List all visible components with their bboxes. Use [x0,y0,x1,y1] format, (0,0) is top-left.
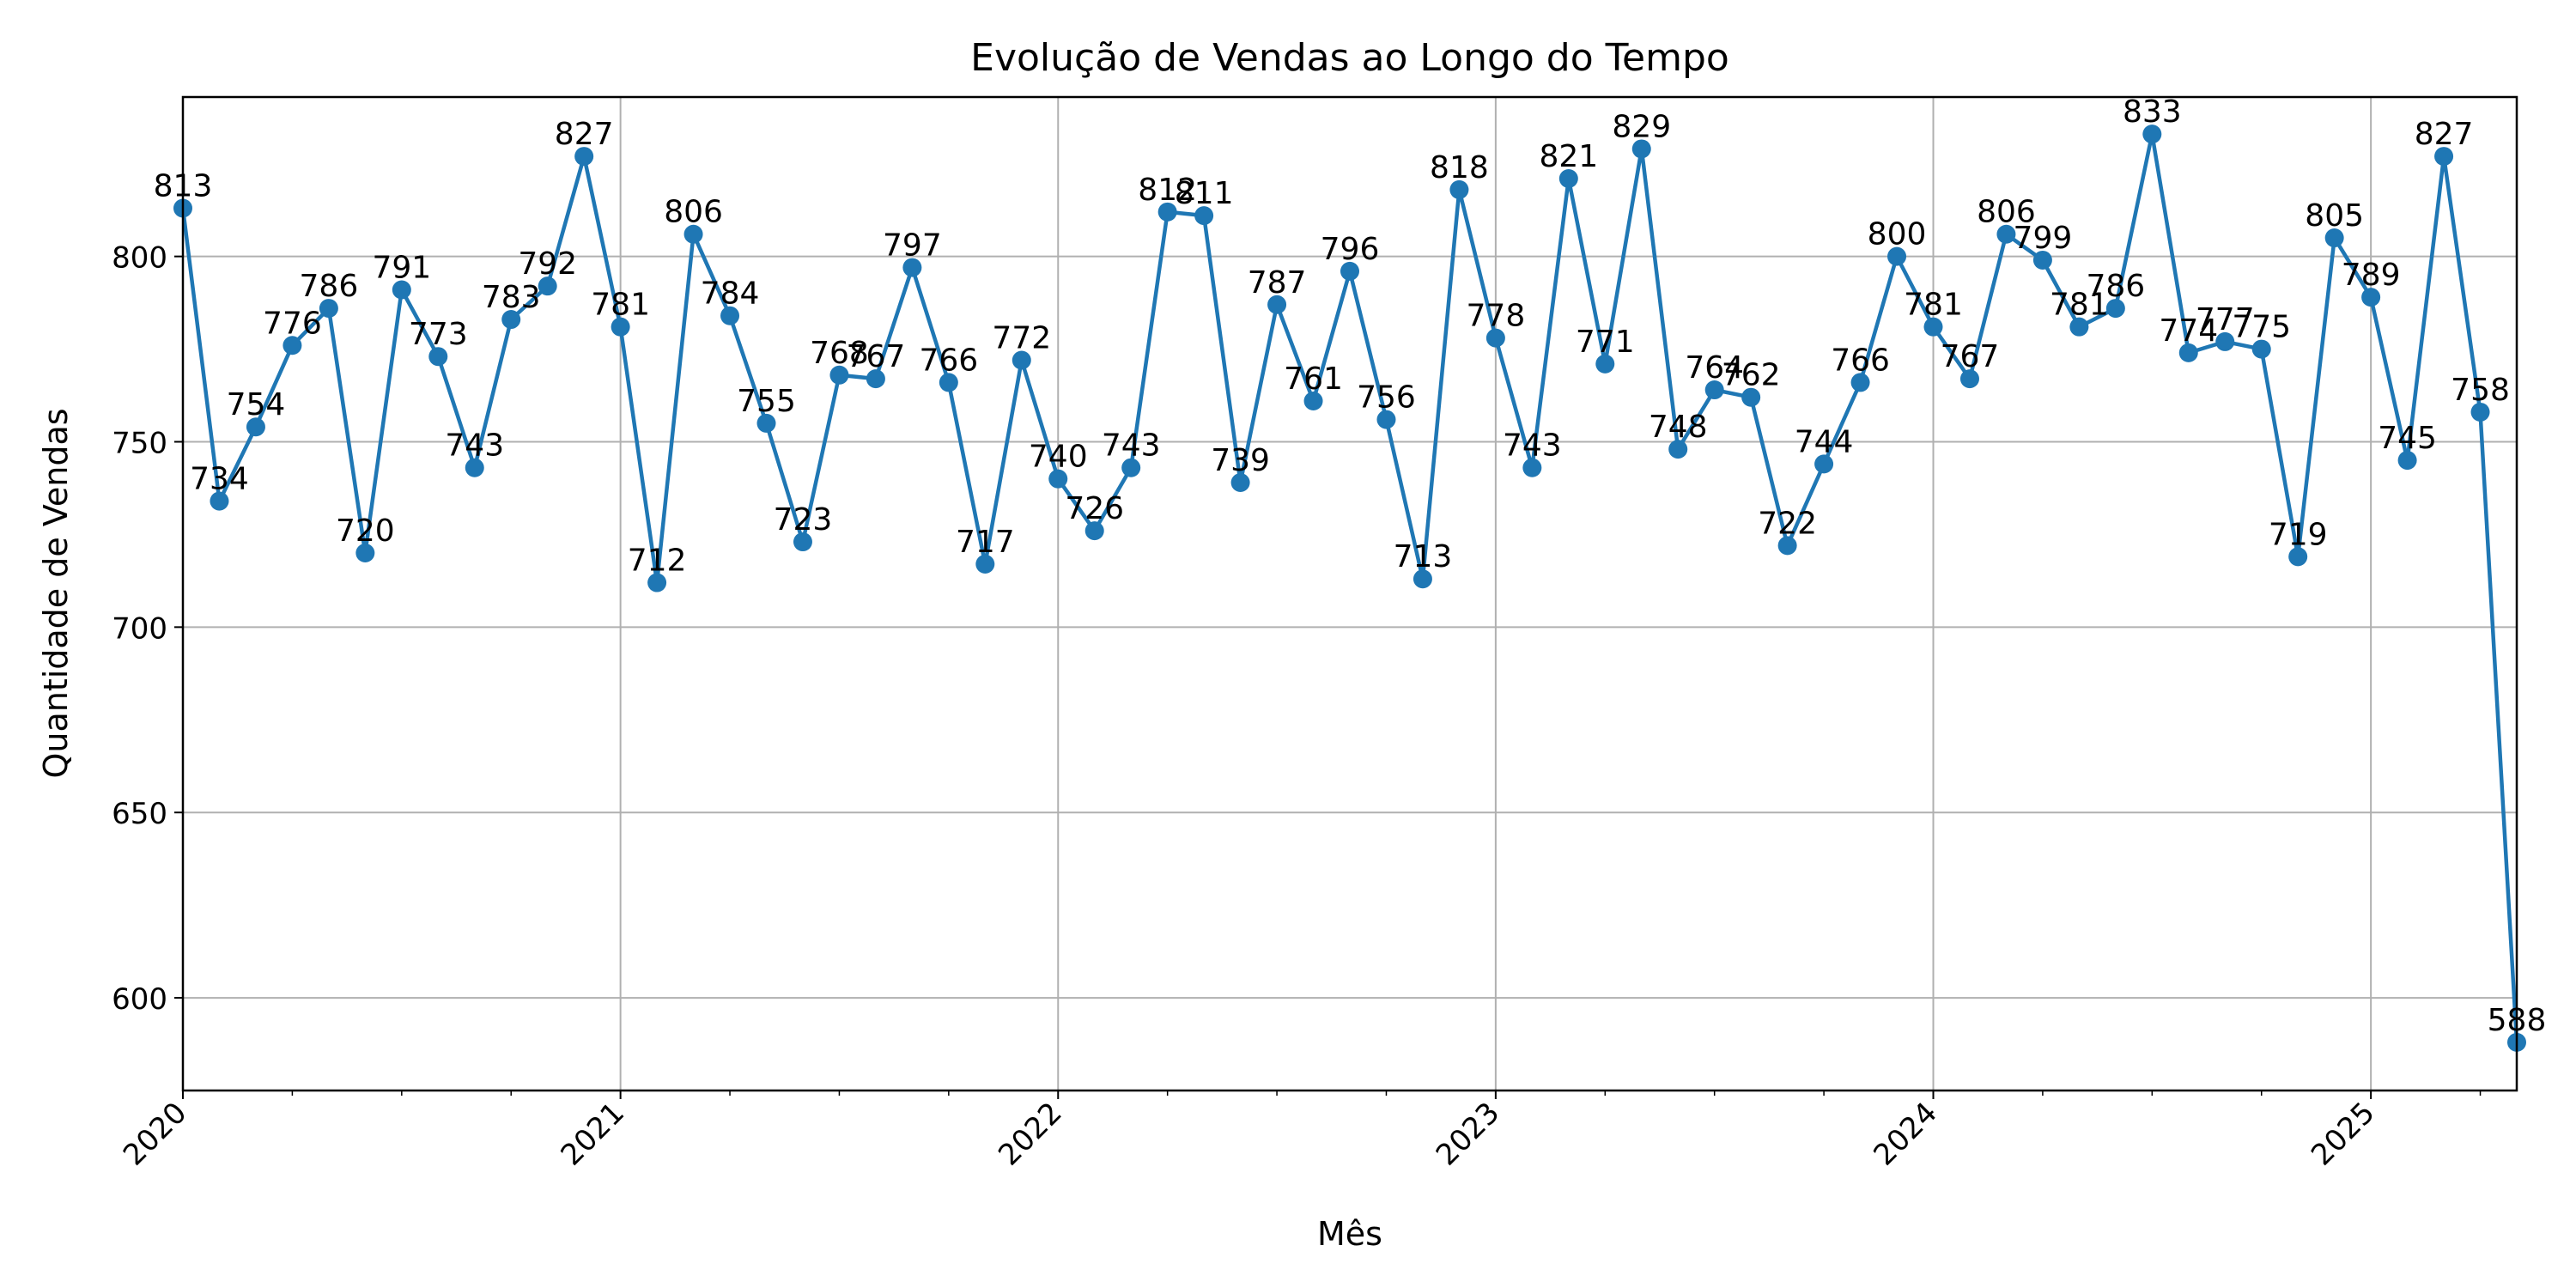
data-label: 786 [300,269,359,304]
data-label: 773 [409,317,468,352]
data-label: 771 [1576,325,1635,360]
data-label: 744 [1795,424,1854,459]
data-label: 827 [555,117,614,152]
data-label: 726 [1065,491,1124,526]
data-label: 778 [1467,299,1526,334]
data-label: 800 [1868,217,1927,252]
y-axis-label: Quantidade de Vendas [37,408,75,778]
data-label: 740 [1029,440,1088,475]
data-label: 827 [2415,117,2474,152]
data-label: 756 [1357,380,1416,416]
data-label: 772 [992,321,1051,356]
data-label: 766 [919,343,978,378]
data-label: 766 [1831,343,1890,378]
data-label: 789 [2342,258,2401,293]
data-label: 748 [1649,410,1708,445]
data-label: 783 [482,280,541,315]
data-label: 792 [518,246,577,282]
data-label: 755 [737,384,796,419]
data-label: 722 [1758,506,1817,541]
data-label: 743 [1503,428,1562,464]
data-label: 767 [1941,339,2000,374]
data-label: 762 [1722,358,1781,393]
data-label: 775 [2232,310,2291,345]
data-label: 799 [2014,221,2073,256]
data-label: 781 [591,288,650,323]
y-tick-label: 800 [112,241,167,276]
y-tick-label: 650 [112,797,167,831]
data-label: 713 [1394,539,1453,574]
x-axis-label: Mês [1317,1215,1382,1253]
data-label: 754 [227,387,286,422]
data-label: 796 [1321,232,1380,267]
data-label: 829 [1612,109,1671,144]
data-label: 786 [2086,269,2145,304]
data-label: 781 [1904,288,1963,323]
y-tick-label: 600 [112,982,167,1017]
data-label: 723 [774,502,833,538]
data-label: 717 [956,525,1015,560]
data-label: 761 [1284,361,1343,397]
data-label: 758 [2451,373,2510,408]
data-label: 784 [701,276,760,312]
data-label: 806 [664,195,723,230]
data-label: 833 [2123,94,2182,130]
data-label: 776 [263,306,322,341]
data-label: 805 [2305,198,2364,234]
data-label: 767 [847,339,906,374]
data-label: 791 [372,250,431,285]
data-label: 797 [883,228,942,264]
data-label: 743 [445,428,504,464]
data-label: 719 [2269,517,2328,552]
y-tick-label: 700 [112,611,167,646]
data-label: 787 [1248,265,1307,301]
data-label: 811 [1175,176,1234,211]
data-label: 821 [1539,139,1598,174]
data-label: 739 [1211,443,1270,478]
data-label: 734 [190,462,249,497]
data-label: 712 [628,544,687,579]
data-label: 745 [2378,421,2437,456]
data-label: 720 [336,513,395,549]
data-label: 743 [1102,428,1161,464]
y-tick-label: 750 [112,426,167,460]
data-label: 818 [1430,150,1489,185]
chart-title: Evolução de Vendas ao Longo do Tempo [970,36,1729,80]
